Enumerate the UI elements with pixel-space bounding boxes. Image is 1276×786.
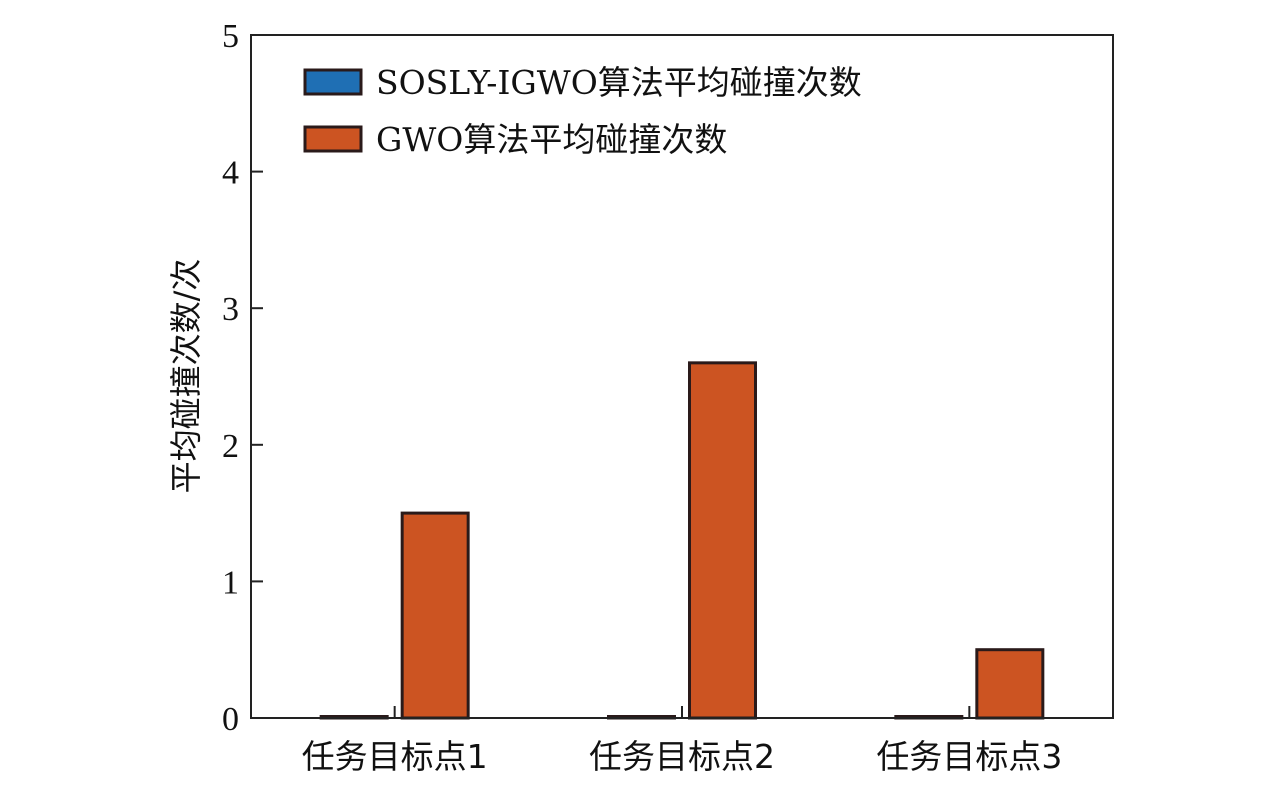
y-tick-label: 1 — [222, 564, 239, 601]
plot-frame — [250, 34, 1114, 719]
bars-group — [319, 361, 1045, 720]
y-tick-label: 5 — [222, 18, 239, 55]
legend-label: GWO算法平均碰撞次数 — [376, 120, 727, 159]
y-ticks-group: 0 1 2 3 4 5 — [222, 18, 263, 738]
y-axis-title: 平均碰撞次数/次 — [167, 259, 205, 494]
x-category-label: 任务目标点2 — [589, 737, 775, 776]
legend-swatch — [303, 125, 363, 153]
legend: SOSLY-IGWO算法平均碰撞次数 GWO算法平均碰撞次数 — [303, 63, 862, 159]
category-labels-group: 任务目标点1 任务目标点2 任务目标点3 — [302, 706, 1062, 776]
y-tick-label: 2 — [222, 428, 239, 465]
legend-label: SOSLY-IGWO算法平均碰撞次数 — [376, 63, 862, 102]
legend-swatch — [303, 68, 363, 96]
x-category-label: 任务目标点1 — [302, 737, 488, 776]
y-tick-label: 4 — [222, 155, 239, 192]
y-tick-label: 3 — [222, 291, 239, 328]
y-tick-label: 0 — [222, 701, 239, 738]
bar-gwo — [688, 361, 757, 720]
x-category-label: 任务目标点3 — [876, 737, 1062, 776]
bar-gwo — [975, 648, 1045, 720]
bar-gwo — [400, 511, 470, 720]
